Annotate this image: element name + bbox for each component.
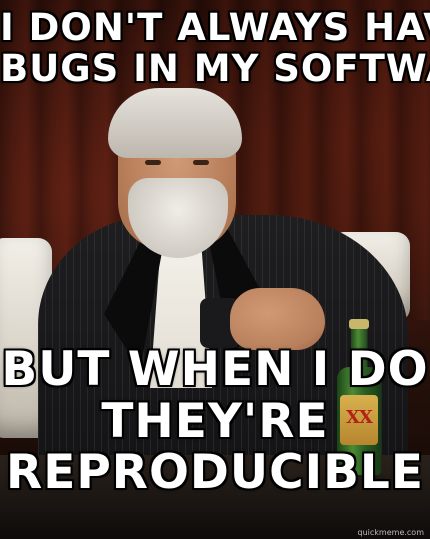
- bottom-caption-line-1: BUT WHEN I DO: [1, 342, 429, 397]
- top-caption: I DON'T ALWAYS HAVE BUGS IN MY SOFTWARE: [0, 6, 430, 90]
- hand: [230, 288, 325, 350]
- bottom-caption-line-2: THEY'RE: [101, 393, 329, 449]
- watermark: quickmeme.com: [357, 528, 424, 537]
- eye-right: [193, 160, 209, 165]
- top-caption-line-2: BUGS IN MY SOFTWARE: [0, 46, 430, 90]
- eye-left: [145, 160, 161, 165]
- gray-beard: [128, 178, 228, 258]
- bottle-neck: [351, 325, 367, 373]
- bottle-label-text: XX: [346, 407, 373, 428]
- bottle-label: XX: [340, 395, 378, 445]
- beer-bottle: XX: [337, 319, 381, 475]
- gray-hair: [108, 88, 242, 158]
- top-caption-line-1: I DON'T ALWAYS HAVE: [0, 6, 430, 49]
- bottom-caption-line-3: REPRODUCIBLE: [6, 445, 424, 501]
- bottle-cap: [349, 319, 369, 329]
- bottom-caption: BUT WHEN I DO THEY'RE REPRODUCIBLE: [0, 344, 430, 499]
